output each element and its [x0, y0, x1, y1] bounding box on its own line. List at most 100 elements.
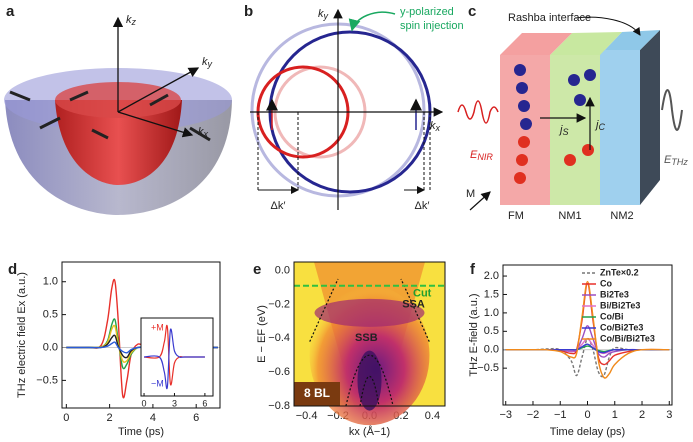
- x-tick-label: −0.4: [296, 410, 318, 422]
- layer-fm: [500, 55, 550, 205]
- panel-label: e: [253, 261, 261, 278]
- y-tick-label: 1.0: [484, 307, 499, 319]
- axis-label: ky: [318, 8, 329, 21]
- legend-label: Co/Bi: [600, 311, 624, 321]
- js-label: jS: [558, 124, 568, 137]
- legend-label: Bi2Te3: [600, 289, 629, 299]
- x-axis-label: Time delay (ps): [550, 426, 625, 438]
- x-tick-label: 6: [193, 412, 199, 424]
- enir-label: ENIR: [470, 149, 493, 162]
- jc-label: jC: [594, 119, 605, 132]
- dashed-guides: [257, 112, 431, 192]
- data-line: [143, 328, 205, 390]
- panel-label: c: [468, 3, 476, 20]
- panel-label: f: [470, 261, 476, 278]
- note: spin injection: [400, 20, 464, 32]
- y-tick-label: −0.4: [268, 332, 290, 344]
- y-tick-label: 2.0: [484, 270, 499, 282]
- x-tick-label: −1: [554, 409, 567, 421]
- inset-x-tick-label: 0: [142, 398, 147, 408]
- nir-pulse: [457, 100, 499, 124]
- y-axis-label: THz E-field (a.u.): [468, 293, 480, 376]
- layer-label: NM2: [610, 210, 633, 222]
- ethz-label: ETHz: [664, 154, 688, 167]
- map-intensity: [314, 298, 425, 327]
- dk-label: Δk′: [271, 200, 286, 212]
- data-line: [505, 345, 670, 353]
- panel-c: c Rashba interface ENIR ETHz jS jC M FM …: [457, 3, 688, 222]
- y-tick-label: −0.2: [268, 298, 290, 310]
- y-tick-label: −0.6: [268, 366, 290, 378]
- sample-label: 8 BL: [304, 386, 330, 400]
- inset-legend: +M: [151, 322, 164, 332]
- axis-kx: [117, 111, 194, 138]
- x-tick-label: −2: [527, 409, 540, 421]
- y-tick-label: 0.5: [43, 309, 58, 321]
- data-line: [505, 337, 670, 378]
- x-tick-label: 2: [107, 412, 113, 424]
- layer-label: NM1: [558, 210, 581, 222]
- x-tick-label: 0: [63, 412, 69, 424]
- inset-legend: −M: [151, 378, 164, 388]
- axis-label: ky: [202, 56, 213, 69]
- panel-a: a kz ky kx: [4, 3, 232, 215]
- dk-label: Δk′: [415, 200, 430, 212]
- band-label: SSB: [355, 332, 378, 344]
- inset-x-tick-label: 3: [172, 398, 177, 408]
- y-tick-label: −0.5: [36, 374, 58, 386]
- panel-b: b ky kx Δk′ Δk′ y-polarized spin injecti…: [244, 3, 464, 212]
- y-tick-label: −0.5: [477, 362, 499, 374]
- y-tick-label: 0.5: [484, 325, 499, 337]
- y-tick-label: 1.0: [43, 276, 58, 288]
- band-label: SSA: [402, 298, 425, 310]
- legend-label: Co/Bi/Bi2Te3: [600, 333, 655, 343]
- x-tick-label: 2: [639, 409, 645, 421]
- inner-band: [55, 100, 182, 185]
- band-map: [294, 262, 445, 426]
- layer-top: [500, 33, 572, 55]
- inset-x-tick-label: 6: [202, 398, 207, 408]
- interface-arrow: [574, 16, 641, 36]
- layer-label: FM: [508, 210, 524, 222]
- band-guide: [309, 278, 339, 342]
- data-line: [505, 280, 670, 379]
- x-tick-label: 3: [666, 409, 672, 421]
- thz-pulse: [661, 89, 683, 131]
- note: y-polarized: [400, 6, 454, 18]
- layer-top: [550, 32, 622, 55]
- y-axis-label: E − EF (eV): [256, 305, 268, 363]
- legend-label: Co: [600, 278, 612, 288]
- plot-frame: [61, 261, 221, 409]
- y-tick-label: −0.8: [268, 400, 290, 412]
- x-tick-label: 4: [150, 412, 156, 424]
- plot-frame: [502, 264, 673, 406]
- cut-label: Cut: [413, 288, 432, 300]
- spin-arrows: [9, 90, 211, 142]
- panel-label: b: [244, 3, 253, 20]
- spins: [514, 64, 596, 184]
- legend-label: Bi/Bi2Te3: [600, 300, 640, 310]
- x-tick-label: 1: [612, 409, 618, 421]
- y-axis-label: THz electric field Ex (a.u.): [16, 272, 28, 398]
- axis-label: kz: [126, 14, 137, 27]
- m-arrow: [469, 191, 491, 211]
- layer-nm2: [600, 50, 640, 205]
- band-guide: [345, 354, 394, 407]
- plot-frame: [293, 261, 446, 407]
- interface-label: Rashba interface: [508, 12, 591, 24]
- panel-label: a: [6, 3, 15, 20]
- layer-edge: [640, 30, 660, 205]
- legend-label: Co/Bi2Te3: [600, 322, 643, 332]
- axis-ky: [117, 67, 200, 113]
- map-intensity: [357, 350, 382, 411]
- layer-top: [600, 30, 660, 55]
- axis-label: kx: [430, 120, 441, 133]
- y-tick-label: 0.0: [43, 341, 58, 353]
- y-tick-label: 0.0: [275, 264, 290, 276]
- legend-label: ZnTe×0.2: [600, 267, 639, 277]
- x-tick-label: 0: [584, 409, 590, 421]
- axis-label: kx: [198, 126, 209, 139]
- y-tick-label: 0.0: [484, 344, 499, 356]
- x-axis-label: Time (ps): [118, 426, 164, 438]
- y-tick-label: 1.5: [484, 288, 499, 300]
